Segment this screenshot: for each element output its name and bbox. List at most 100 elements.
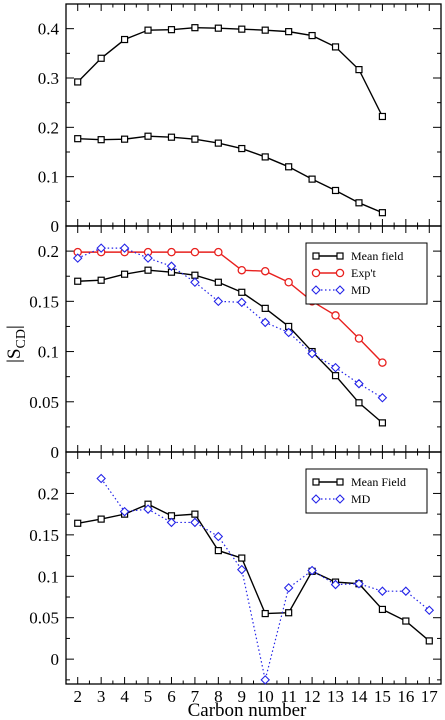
data-point-square <box>238 25 246 33</box>
y-tick-label: 0.1 <box>38 343 59 362</box>
data-point-diamond <box>311 285 321 295</box>
y-tick-label: 0.05 <box>29 609 59 628</box>
series-top-1 <box>74 132 387 217</box>
y-tick-label: 0 <box>51 217 60 236</box>
data-point-square <box>308 31 316 40</box>
data-point-square <box>331 186 340 195</box>
data-point-diamond <box>401 586 411 596</box>
data-point-square <box>97 54 105 62</box>
data-point-square <box>120 135 129 143</box>
data-point-square <box>144 266 152 274</box>
data-point-diamond <box>424 605 435 616</box>
series-line <box>77 26 384 117</box>
y-tick-label: 0.1 <box>38 567 59 586</box>
data-point-circle <box>284 277 293 287</box>
data-point-square <box>214 546 222 555</box>
y-tick-label: 0.2 <box>38 484 59 503</box>
data-point-diamond <box>330 362 341 373</box>
data-point-square <box>167 26 176 34</box>
x-tick-label: 8 <box>214 687 223 706</box>
data-point-circle <box>260 266 270 276</box>
data-point-diamond <box>311 494 321 504</box>
data-point-square <box>97 276 105 284</box>
data-point-square <box>74 277 82 285</box>
y-axis-title: |SCD| <box>4 325 29 363</box>
data-point-square <box>285 163 293 171</box>
data-point-diamond <box>143 504 153 514</box>
x-tick-label: 17 <box>421 687 439 706</box>
series-middle-2 <box>72 243 388 403</box>
x-tick-label: 10 <box>257 687 274 706</box>
data-point-square <box>261 153 269 161</box>
data-point-circle <box>378 358 387 367</box>
data-point-square <box>378 419 387 427</box>
data-point-diamond <box>166 517 177 528</box>
x-tick-label: 16 <box>397 687 414 706</box>
data-point-diamond <box>213 531 224 542</box>
data-point-circle <box>190 247 200 257</box>
data-point-circle <box>331 311 340 320</box>
data-point-diamond <box>96 243 106 253</box>
data-point-diamond <box>119 243 130 253</box>
data-point-square <box>402 617 410 625</box>
y-tick-label: 0.15 <box>29 292 59 311</box>
data-point-square <box>312 252 320 260</box>
data-point-square <box>425 637 433 645</box>
data-point-circle <box>214 247 223 257</box>
data-point-square <box>355 199 363 207</box>
x-tick-label: 14 <box>350 687 368 706</box>
legend-box <box>305 468 428 514</box>
data-point-diamond <box>354 578 364 589</box>
data-point-square <box>378 605 387 614</box>
data-point-diamond <box>72 253 83 263</box>
data-point-square <box>97 136 105 144</box>
x-tick-label: 4 <box>120 687 129 706</box>
data-point-diamond <box>377 586 388 596</box>
data-point-square <box>191 271 199 279</box>
y-axis-title-main: |S <box>4 348 25 362</box>
data-point-diamond <box>335 285 345 295</box>
data-point-square <box>285 609 293 617</box>
series-bottom-0 <box>74 500 433 645</box>
series-line <box>77 135 383 214</box>
y-tick-label: 0.05 <box>29 393 59 412</box>
data-point-diamond <box>237 297 247 308</box>
data-point-square <box>261 609 269 618</box>
data-point-diamond <box>260 317 270 328</box>
data-point-square <box>120 270 129 278</box>
data-point-square <box>191 24 199 32</box>
y-tick-label: 0.1 <box>38 168 59 187</box>
series-line <box>77 247 383 399</box>
series-line <box>77 503 430 642</box>
data-point-diamond <box>119 506 130 517</box>
data-point-square <box>74 78 82 86</box>
data-point-square <box>74 135 82 143</box>
data-point-diamond <box>330 579 341 590</box>
x-tick-label: 15 <box>374 687 391 706</box>
x-tick-label: 6 <box>167 687 176 706</box>
y-tick-label: 0.4 <box>38 20 60 39</box>
legend-middle: Mean field Exp't MD <box>305 242 428 305</box>
data-point-diamond <box>307 348 317 359</box>
data-point-square <box>214 139 222 147</box>
data-point-circle <box>167 247 176 257</box>
data-point-square <box>355 66 363 74</box>
legend-label: Exp't <box>351 266 376 280</box>
series-line <box>100 478 430 681</box>
y-tick-label: 0 <box>51 650 60 669</box>
data-point-diamond <box>96 473 106 484</box>
data-point-square <box>355 399 363 407</box>
legend-label: Mean Field <box>351 475 406 489</box>
data-point-square <box>214 24 222 32</box>
series-top-0 <box>74 24 387 121</box>
x-tick-label: 3 <box>97 687 106 706</box>
data-point-diamond <box>283 583 294 593</box>
data-point-square <box>238 554 246 562</box>
x-axis-title: Carbon number <box>188 700 307 720</box>
x-tick-label: 13 <box>327 687 344 706</box>
data-point-diamond <box>143 253 153 263</box>
x-tick-label: 9 <box>238 687 247 706</box>
panel-middle: 0 0.05 0.1 0.15 0.2 Mean field Exp't MD <box>29 225 442 462</box>
data-point-square <box>167 133 176 141</box>
